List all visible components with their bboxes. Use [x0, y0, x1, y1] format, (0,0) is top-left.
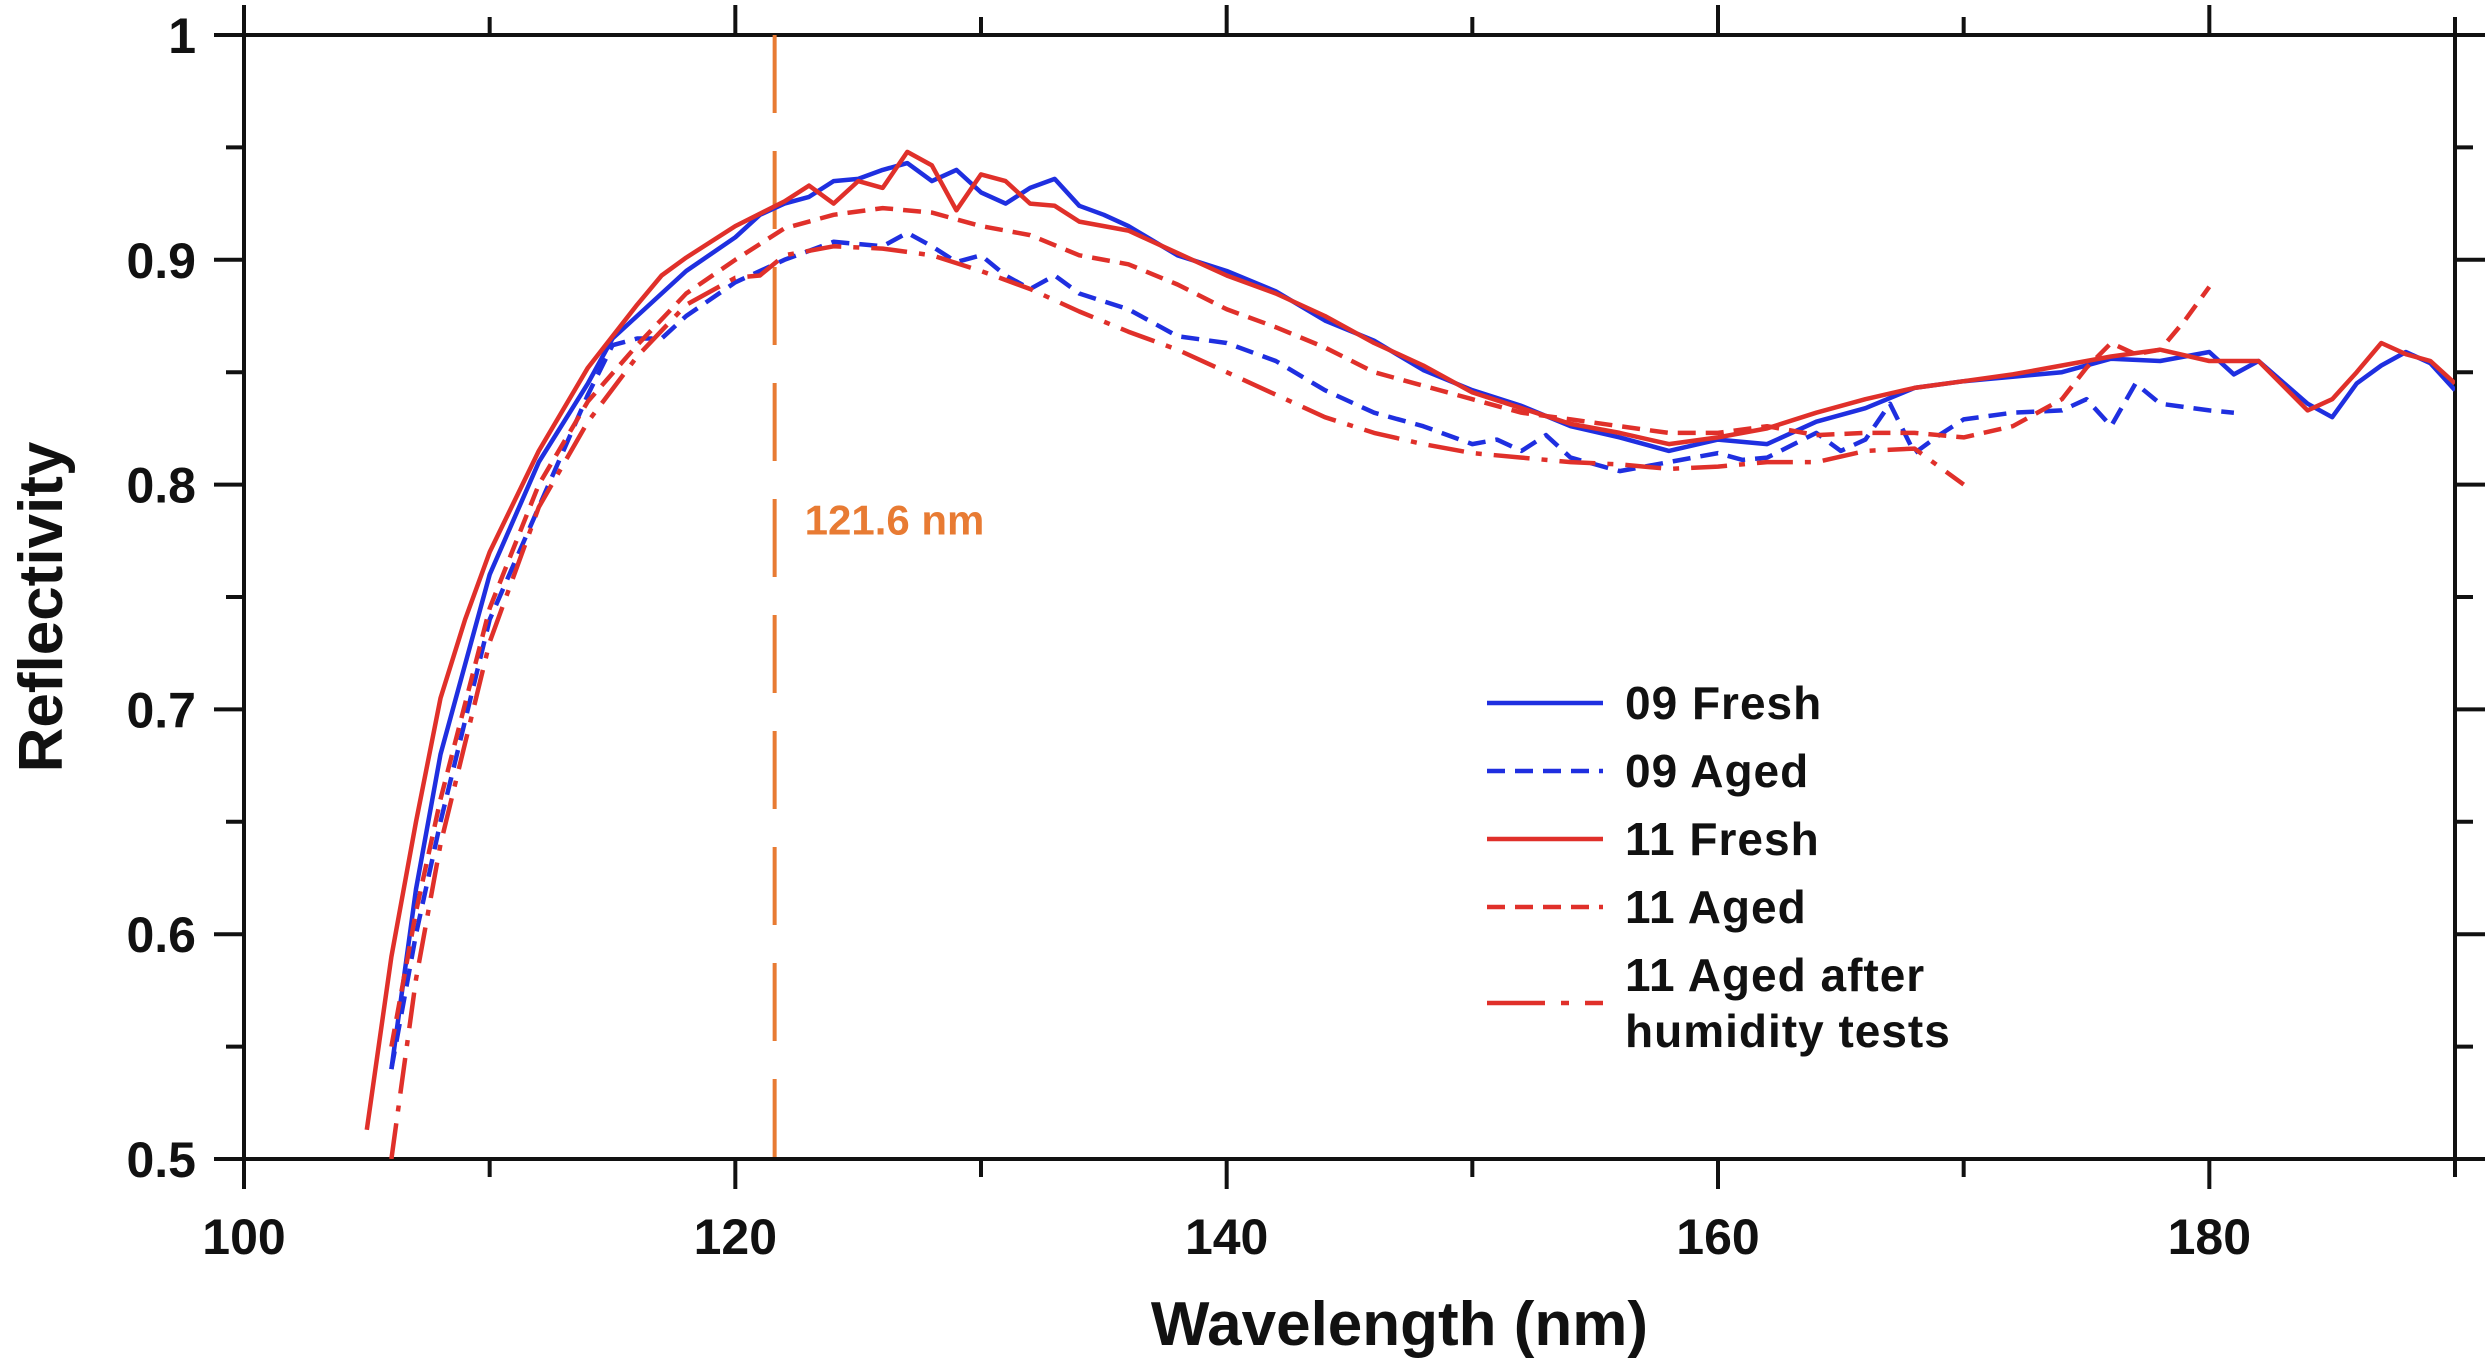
- legend: 09 Fresh 09 Aged 11 Fresh 11 Aged 11 Aged af…: [1487, 677, 1951, 1057]
- plot-frame: [242, 33, 2457, 1161]
- legend-label-4: 11 Aged: [1625, 881, 1807, 933]
- legend-label-5: 11 Aged after humidity tests: [1625, 949, 1951, 1057]
- y-tick-label: 0.6: [126, 907, 196, 963]
- legend-label-2: 09 Aged: [1625, 745, 1809, 797]
- series-line-2: [389, 230, 2235, 1070]
- annotation-layer: 121.6 nm: [772, 35, 985, 1159]
- series-line-5: [389, 244, 1966, 1159]
- x-tick-label: 100: [202, 1209, 285, 1265]
- legend-label-3: 11 Fresh: [1625, 813, 1820, 865]
- y-tick-label: 0.8: [126, 458, 196, 514]
- y-axis-title: Reflectivity: [7, 441, 76, 772]
- series-layer: [364, 149, 2455, 1159]
- legend-label-1: 09 Fresh: [1625, 677, 1822, 729]
- axis-ticks: [214, 5, 2485, 1189]
- series-line-4: [389, 205, 2212, 1048]
- y-tick-label: 0.7: [126, 682, 196, 738]
- annotation-label: 121.6 nm: [805, 497, 985, 544]
- axis-tick-labels: 100 120 140 160 180 0.5 0.6 0.7 0.8 0.9 1: [126, 8, 2251, 1265]
- y-tick-label: 1: [168, 8, 196, 64]
- y-tick-label: 0.5: [126, 1132, 196, 1188]
- x-tick-label: 180: [2168, 1209, 2251, 1265]
- x-axis-title: Wavelength (nm): [1151, 1290, 1648, 1359]
- x-tick-label: 140: [1185, 1209, 1268, 1265]
- x-tick-label: 120: [694, 1209, 777, 1265]
- x-tick-label: 160: [1676, 1209, 1759, 1265]
- y-tick-label: 0.9: [126, 233, 196, 289]
